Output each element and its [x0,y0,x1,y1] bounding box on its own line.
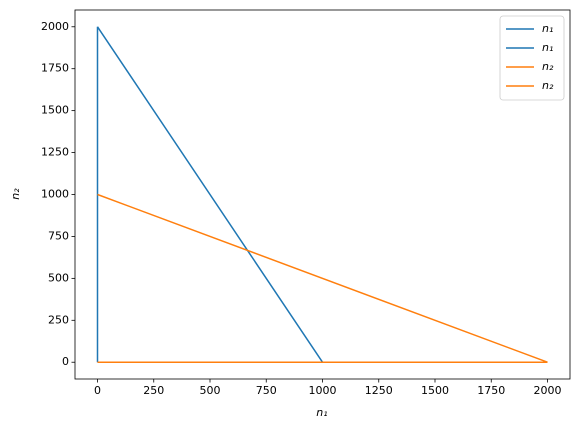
y-tick-label: 1250 [41,146,69,159]
line [97,193,548,363]
y-tick-label: 500 [48,271,69,284]
x-tick-label: 0 [94,384,101,397]
y-tick-label: 750 [48,229,69,242]
plot-frame [74,9,571,380]
y-tick-label: 0 [62,355,69,368]
line [96,26,324,363]
y-tick-label: 1500 [41,104,69,117]
legend-label: n₁ [542,22,553,35]
legend-label: n₂ [542,79,554,92]
x-tick-label: 250 [143,384,164,397]
legend-box [499,15,565,101]
y-tick-label: 250 [48,313,69,326]
y-axis-label: n₂ [9,188,22,200]
legend-label: n₂ [542,60,554,73]
legend-label: n₁ [542,41,553,54]
x-tick-label: 1500 [421,384,449,397]
x-tick-label: 1750 [477,384,505,397]
y-tick-label: 1000 [41,188,69,201]
y-tick-label: 2000 [41,20,69,33]
x-tick-label: 750 [256,384,277,397]
x-axis-label: n₁ [316,406,327,419]
y-tick-label: 1750 [41,62,69,75]
x-tick-label: 500 [200,384,221,397]
x-tick-label: 1000 [309,384,337,397]
x-tick-label: 2000 [534,384,562,397]
x-tick-label: 1250 [365,384,393,397]
